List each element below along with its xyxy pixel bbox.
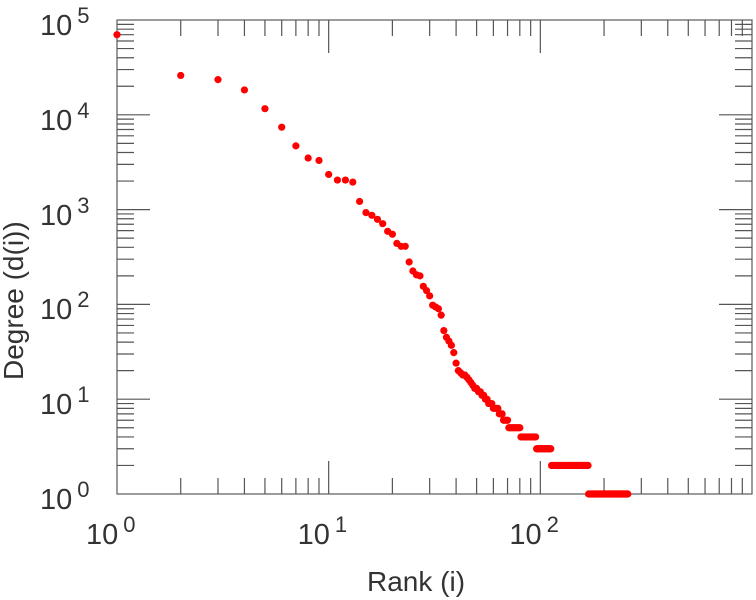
data-point — [333, 176, 342, 184]
data-point — [516, 424, 524, 432]
data-point — [437, 311, 445, 319]
data-point — [503, 416, 512, 424]
x-tick-label: 10 2 — [509, 514, 559, 551]
data-point — [240, 86, 249, 94]
data-point — [362, 208, 370, 217]
tick-base: 10 — [86, 519, 119, 551]
tick-exponent: 2 — [77, 287, 90, 313]
y-axis-label: Degree (d(i)) — [0, 221, 29, 380]
data-point — [177, 71, 185, 80]
data-point — [498, 410, 506, 418]
data-point — [315, 156, 323, 165]
tick-exponent: 3 — [77, 192, 90, 218]
data-point — [278, 123, 286, 131]
tick-base: 10 — [297, 519, 330, 551]
tick-base: 10 — [40, 199, 73, 232]
y-tick-label: 10 1 — [40, 384, 90, 422]
data-point — [416, 272, 424, 280]
x-axis-label: Rank (i) — [367, 566, 466, 597]
data-point — [355, 197, 364, 206]
data-point — [532, 433, 540, 441]
tick-base: 10 — [40, 104, 73, 137]
data-point — [452, 359, 460, 367]
data-point — [379, 220, 387, 228]
y-tick-label: 10 2 — [40, 289, 90, 327]
data-point — [325, 170, 333, 179]
tick-exponent: 0 — [123, 512, 136, 537]
data-point — [341, 176, 350, 184]
data-point — [426, 292, 434, 300]
data-point — [494, 404, 502, 412]
tick-base: 10 — [40, 10, 73, 42]
tick-base: 10 — [509, 519, 542, 551]
x-tick-label: 10 1 — [297, 514, 348, 551]
tick-base: 10 — [40, 484, 73, 516]
data-point — [547, 445, 555, 453]
tick-exponent: 5 — [77, 3, 90, 28]
tick-base: 10 — [40, 294, 73, 327]
data-point — [292, 142, 300, 150]
data-point — [214, 76, 222, 84]
tick-exponent: 0 — [77, 477, 90, 502]
tick-exponent: 1 — [334, 512, 348, 537]
y-tick-label: 10 3 — [40, 194, 90, 232]
tick-exponent: 2 — [546, 512, 559, 537]
data-point — [401, 242, 409, 250]
data-point — [422, 286, 431, 295]
y-tick-label: 10 0 — [40, 479, 90, 516]
data-point — [624, 490, 632, 498]
axes-frame — [116, 19, 753, 495]
data-point — [405, 258, 413, 266]
data-point — [388, 230, 396, 238]
tick-exponent: 4 — [77, 97, 90, 123]
data-point — [261, 105, 269, 113]
data-point — [113, 31, 121, 39]
x-tick-label: 10 0 — [86, 514, 136, 551]
data-point — [440, 326, 448, 335]
data-point — [450, 349, 458, 357]
y-tick-label: 10 4 — [40, 99, 90, 137]
data-point — [434, 305, 443, 313]
data-point — [304, 154, 312, 162]
y-tick-label: 10 5 — [40, 5, 90, 42]
data-point — [373, 215, 382, 223]
data-point — [584, 461, 592, 470]
tick-exponent: 1 — [77, 382, 90, 408]
tick-base: 10 — [40, 389, 73, 422]
data-point — [447, 341, 455, 349]
data-point — [368, 211, 376, 219]
data-point — [349, 178, 357, 186]
